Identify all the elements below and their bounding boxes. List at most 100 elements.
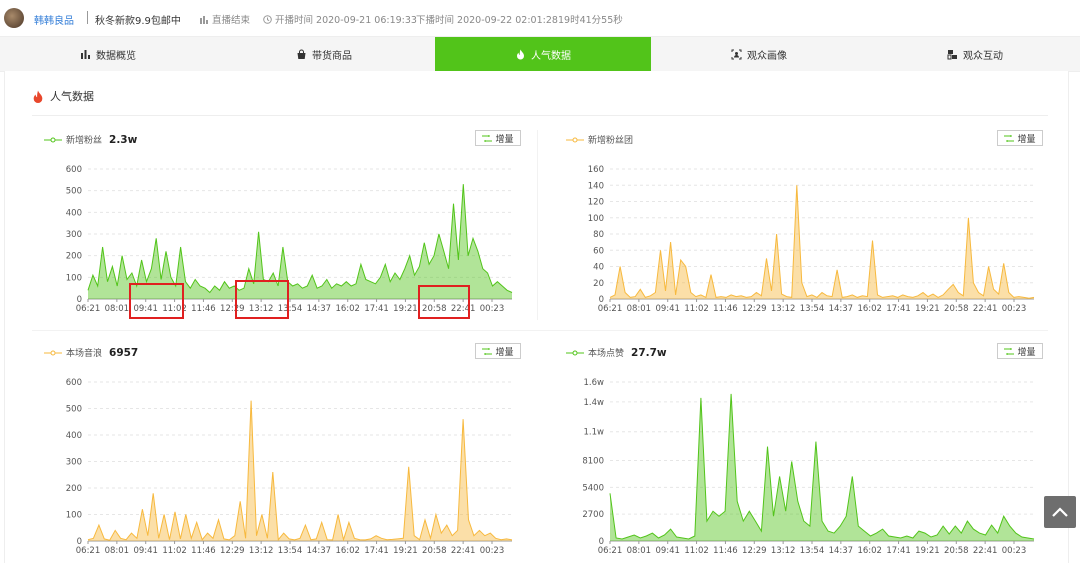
section-divider	[32, 115, 1048, 116]
legend-summary: 27.7w	[631, 346, 667, 359]
avatar[interactable]	[4, 8, 24, 28]
x-tick-label: 13:12	[771, 304, 796, 314]
x-tick-label: 11:02	[162, 546, 187, 556]
x-tick-label: 06:21	[598, 546, 623, 556]
x-tick-label: 14:37	[829, 546, 854, 556]
toggle-lines-icon	[482, 347, 493, 355]
shopping-bag-icon	[297, 49, 306, 59]
start-time-text: 开播时间 2020-09-21 06:19:33	[275, 15, 417, 26]
x-tick-label: 12:29	[220, 304, 245, 314]
legend-summary: 2.3w	[109, 133, 138, 146]
x-tick-label: 11:46	[191, 546, 216, 556]
y-tick-label: 5400	[582, 483, 604, 493]
live-status-text: 直播结束	[212, 15, 251, 26]
x-tick-label: 12:29	[220, 546, 245, 556]
tab-label: 观众画像	[747, 50, 787, 62]
chart-legend[interactable]: 本场点赞 27.7w	[566, 346, 667, 359]
y-tick-label: 160	[588, 165, 604, 175]
x-tick-label: 14:37	[307, 546, 332, 556]
legend-label: 新增粉丝	[66, 136, 103, 146]
x-tick-label: 13:54	[278, 546, 303, 556]
x-tick-label: 22:41	[973, 304, 998, 314]
increment-button[interactable]: 增量	[997, 343, 1043, 359]
live-header: 韩韩良品 秋冬新款9.9包邮中 直播结束 开播时间 2020-09-21 06:…	[0, 0, 1080, 36]
increment-label: 增量	[1017, 134, 1036, 145]
x-tick-label: 11:02	[684, 304, 709, 314]
x-tick-label: 09:41	[655, 546, 680, 556]
y-tick-label: 0	[599, 295, 604, 305]
toggle-lines-icon	[1004, 347, 1015, 355]
y-tick-label: 2700	[582, 510, 604, 520]
user-scan-icon	[731, 49, 742, 59]
x-tick-label: 11:46	[191, 304, 216, 314]
tab-popularity[interactable]: 人气数据	[435, 37, 651, 71]
tab-audience-profile[interactable]: 观众画像	[651, 37, 867, 71]
series-line	[87, 400, 513, 542]
tab-label: 带货商品	[312, 50, 352, 62]
legend-marker-icon	[44, 137, 62, 142]
x-tick-label: 08:01	[105, 546, 130, 556]
legend-marker-icon	[566, 137, 584, 142]
x-tick-label: 11:02	[162, 304, 187, 314]
x-tick-label: 13:12	[249, 304, 274, 314]
x-tick-label: 12:29	[742, 304, 767, 314]
chart-legend[interactable]: 新增粉丝团	[566, 133, 640, 146]
series-area	[88, 400, 512, 541]
legend-marker-icon	[44, 350, 62, 355]
increment-button[interactable]: 增量	[475, 343, 521, 359]
x-tick-label: 13:54	[800, 304, 825, 314]
y-tick-label: 100	[66, 511, 82, 521]
y-tick-label: 120	[588, 198, 604, 208]
x-tick-label: 17:41	[886, 546, 911, 556]
x-tick-label: 17:41	[886, 304, 911, 314]
increment-button[interactable]: 增量	[997, 130, 1043, 146]
shop-name-link[interactable]: 韩韩良品	[34, 16, 74, 27]
tab-label: 人气数据	[531, 50, 571, 62]
chart-legend[interactable]: 本场音浪 6957	[44, 346, 138, 359]
legend-marker-icon	[566, 350, 584, 355]
back-to-top-button[interactable]	[1044, 496, 1076, 528]
series-area	[610, 393, 1034, 541]
x-tick-label: 00:23	[480, 304, 505, 314]
legend-label: 本场点赞	[588, 349, 625, 359]
tab-audience-interaction[interactable]: 观众互动	[867, 37, 1080, 71]
series-area	[88, 184, 512, 299]
x-tick-label: 16:02	[857, 546, 882, 556]
tab-overview[interactable]: 数据概览	[0, 37, 216, 71]
x-tick-label: 20:58	[422, 304, 447, 314]
y-tick-label: 600	[66, 378, 82, 388]
x-tick-label: 08:01	[105, 304, 130, 314]
x-tick-label: 20:58	[944, 304, 969, 314]
x-tick-label: 06:21	[76, 546, 101, 556]
chart-legend[interactable]: 新增粉丝 2.3w	[44, 133, 137, 146]
y-tick-label: 1.4w	[584, 398, 605, 408]
y-tick-label: 100	[588, 214, 604, 224]
series-line	[609, 185, 1035, 299]
x-tick-label: 16:02	[857, 304, 882, 314]
toggle-lines-icon	[482, 134, 493, 142]
x-tick-label: 14:37	[829, 304, 854, 314]
bar-chart-icon	[81, 49, 90, 59]
y-tick-label: 300	[66, 458, 82, 468]
highlight-box	[418, 285, 470, 319]
x-tick-label: 22:41	[451, 304, 476, 314]
highlight-box	[129, 283, 184, 319]
x-tick-label: 06:21	[76, 304, 101, 314]
x-tick-label: 13:12	[771, 546, 796, 556]
chevron-up-icon	[1052, 507, 1068, 517]
flame-icon	[517, 49, 524, 59]
x-tick-label: 14:37	[307, 304, 332, 314]
likes-chart: 1.6w 1.4w 1.1w 8100 5400 2700 006:21 08:01 09:41…	[582, 378, 1035, 556]
increment-button[interactable]: 增量	[475, 130, 521, 146]
y-tick-label: 100	[66, 273, 82, 283]
legend-label: 本场音浪	[66, 349, 103, 359]
y-tick-label: 0	[599, 537, 604, 547]
x-tick-label: 08:01	[627, 546, 652, 556]
x-tick-label: 20:58	[944, 546, 969, 556]
y-tick-label: 1.6w	[584, 378, 605, 388]
chart-card-sound-wave: 本场音浪 6957 增量 600 500 400 300 200 100 0 06:21 08:…	[44, 343, 522, 556]
chart-card-likes: 本场点赞 27.7w 增量 1.6w 1.4w 1.1w 8100 5400 2700 0 0…	[566, 343, 1044, 556]
x-tick-label: 00:23	[1002, 546, 1027, 556]
tab-products[interactable]: 带货商品	[216, 37, 432, 71]
x-tick-label: 09:41	[133, 304, 158, 314]
